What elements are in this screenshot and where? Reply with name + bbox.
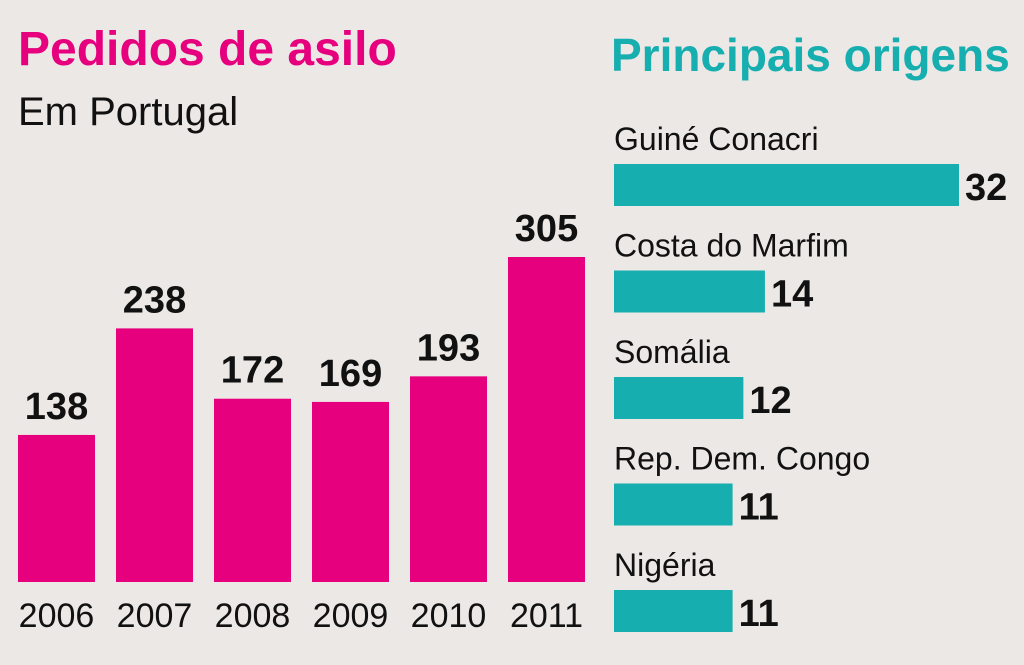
- origins-bar-chart: Guiné Conacri 32 Costa do Marfim 14 Somália 1…: [614, 121, 1007, 635]
- x-tick-2007: 2007: [117, 597, 193, 635]
- bar-value-2008: 172: [221, 350, 284, 392]
- origin-value-nig-ria: 11: [739, 593, 779, 635]
- bar-2006: [18, 434, 95, 582]
- bar-2008: [214, 398, 291, 582]
- bar-2010: [410, 376, 487, 582]
- origin-label-som-lia: Somália: [614, 334, 730, 370]
- chart-subtitle-portugal: Em Portugal: [18, 90, 239, 134]
- origin-value-som-lia: 12: [749, 380, 791, 422]
- x-tick-2008: 2008: [215, 597, 291, 635]
- origin-label-rep-dem-congo: Rep. Dem. Congo: [614, 441, 870, 477]
- bar-value-2007: 238: [123, 279, 186, 321]
- origin-value-costa-do-marfim: 14: [771, 274, 813, 316]
- bar-value-2009: 169: [319, 353, 382, 395]
- chart-title-main-origins: Principais origens: [611, 29, 1010, 81]
- bar-2007: [116, 328, 193, 582]
- x-tick-2010: 2010: [411, 597, 487, 635]
- origin-label-guin-conacri: Guiné Conacri: [614, 121, 819, 157]
- origin-value-rep-dem-congo: 11: [739, 487, 779, 529]
- origin-bar-guin-conacri: [614, 164, 959, 206]
- chart-title-asylum-requests: Pedidos de asilo: [18, 23, 397, 76]
- origin-bar-som-lia: [614, 377, 744, 419]
- origin-label-costa-do-marfim: Costa do Marfim: [614, 228, 849, 264]
- bar-2011: [508, 257, 585, 582]
- origin-bar-costa-do-marfim: [614, 270, 765, 313]
- bar-2009: [312, 401, 389, 582]
- origin-bar-nig-ria: [614, 590, 733, 632]
- x-tick-2011: 2011: [510, 597, 583, 635]
- x-tick-2009: 2009: [313, 597, 389, 635]
- x-tick-2006: 2006: [19, 597, 95, 635]
- bar-value-2010: 193: [417, 327, 480, 369]
- origin-bar-rep-dem-congo: [614, 483, 733, 526]
- yearly-bar-chart: 138 2006 238 2007 172 2008 169 2009 193 2010 305 20…: [18, 208, 585, 635]
- origin-label-nig-ria: Nigéria: [614, 547, 716, 583]
- bar-value-2011: 305: [515, 208, 578, 250]
- bar-value-2006: 138: [25, 386, 88, 428]
- origin-value-guin-conacri: 32: [965, 167, 1007, 209]
